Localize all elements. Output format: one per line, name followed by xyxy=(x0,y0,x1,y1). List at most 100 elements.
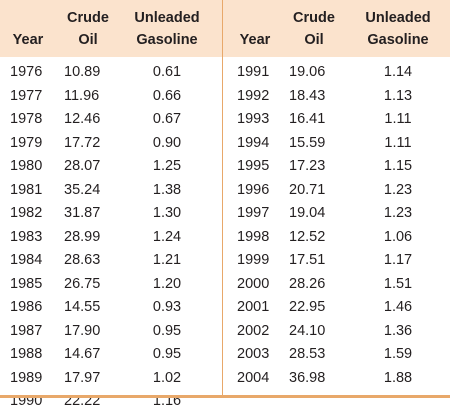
table-row: 1988 14.67 0.95 xyxy=(0,343,222,367)
cell-crude-oil: 28.26 xyxy=(289,275,326,292)
cell-unleaded-gasoline: 1.24 xyxy=(152,228,182,245)
header-crude-line2: Oil xyxy=(304,32,324,48)
cell-unleaded-gasoline: 1.13 xyxy=(383,87,413,104)
header-crude-line2: Oil xyxy=(78,32,98,48)
cell-unleaded-gasoline: 1.20 xyxy=(152,275,182,292)
cell-unleaded-gasoline: 1.23 xyxy=(383,181,413,198)
cell-year: 1995 xyxy=(237,158,270,174)
table-row: 1989 17.97 1.02 xyxy=(0,367,222,391)
cell-unleaded-gasoline: 1.17 xyxy=(383,252,413,268)
cell-crude-oil: 18.43 xyxy=(289,87,326,104)
cell-unleaded-gasoline: 0.67 xyxy=(152,111,182,127)
header-gasoline-line2: Gasoline xyxy=(136,32,198,48)
table-row: 1976 10.89 0.61 xyxy=(0,61,222,85)
cell-year: 1982 xyxy=(10,205,43,221)
cell-unleaded-gasoline: 1.21 xyxy=(152,252,182,268)
cell-unleaded-gasoline: 1.16 xyxy=(152,393,182,409)
cell-unleaded-gasoline: 1.06 xyxy=(383,228,413,245)
cell-unleaded-gasoline: 1.15 xyxy=(383,158,413,174)
cell-crude-oil: 28.63 xyxy=(64,252,101,268)
cell-year: 1992 xyxy=(237,87,270,104)
cell-crude-oil: 35.24 xyxy=(64,181,101,198)
table-row: 2001 22.95 1.46 xyxy=(223,296,450,320)
cell-year: 1990 xyxy=(10,393,43,409)
table-row: 1979 17.72 0.90 xyxy=(0,132,222,156)
cell-crude-oil: 17.97 xyxy=(64,369,101,386)
cell-crude-oil: 14.55 xyxy=(64,299,101,315)
cell-year: 1988 xyxy=(10,346,43,362)
table-right-half: Year Crude Oil Unleaded Gasoline 1991 19.… xyxy=(223,0,450,395)
table-row: 1982 31.87 1.30 xyxy=(0,202,222,226)
cell-year: 2001 xyxy=(237,299,270,315)
cell-year: 1980 xyxy=(10,158,43,174)
cell-unleaded-gasoline: 0.66 xyxy=(152,87,182,104)
cell-year: 1987 xyxy=(10,322,43,339)
table-row: 1996 20.71 1.23 xyxy=(223,179,450,203)
cell-crude-oil: 17.23 xyxy=(289,158,326,174)
cell-crude-oil: 16.41 xyxy=(289,111,326,127)
cell-unleaded-gasoline: 1.25 xyxy=(152,158,182,174)
table-row: 1981 35.24 1.38 xyxy=(0,179,222,203)
cell-year: 2000 xyxy=(237,275,270,292)
cell-year: 1999 xyxy=(237,252,270,268)
cell-crude-oil: 19.06 xyxy=(289,64,326,80)
table-row: 2003 28.53 1.59 xyxy=(223,343,450,367)
cell-year: 2003 xyxy=(237,346,270,362)
cell-crude-oil: 26.75 xyxy=(64,275,101,292)
column-divider xyxy=(222,0,223,395)
cell-crude-oil: 28.07 xyxy=(64,158,101,174)
table-row: 2004 36.98 1.88 xyxy=(223,367,450,391)
cell-crude-oil: 24.10 xyxy=(289,322,326,339)
cell-crude-oil: 10.89 xyxy=(64,64,101,80)
cell-crude-oil: 28.53 xyxy=(289,346,326,362)
table-body-left: 1976 10.89 0.61 1977 11.96 0.66 1978 12.46 0.67 1… xyxy=(0,57,222,414)
cell-unleaded-gasoline: 1.88 xyxy=(383,369,413,386)
table-row: 1977 11.96 0.66 xyxy=(0,85,222,109)
cell-crude-oil: 17.51 xyxy=(289,252,326,268)
cell-crude-oil: 22.22 xyxy=(64,393,101,409)
header-year: Year xyxy=(12,32,44,48)
cell-year: 1977 xyxy=(10,87,43,104)
cell-unleaded-gasoline: 1.11 xyxy=(384,134,412,151)
cell-crude-oil: 19.04 xyxy=(289,205,326,221)
cell-unleaded-gasoline: 1.46 xyxy=(383,299,413,315)
cell-crude-oil: 36.98 xyxy=(289,369,326,386)
table-row: 1997 19.04 1.23 xyxy=(223,202,450,226)
table-row: 1995 17.23 1.15 xyxy=(223,155,450,179)
table-row: 1992 18.43 1.13 xyxy=(223,85,450,109)
cell-year: 1985 xyxy=(10,275,43,292)
cell-unleaded-gasoline: 1.51 xyxy=(383,275,413,292)
table-row: 2000 28.26 1.51 xyxy=(223,273,450,297)
cell-unleaded-gasoline: 0.95 xyxy=(152,346,182,362)
table-header-right: Year Crude Oil Unleaded Gasoline xyxy=(223,0,450,57)
table-row: 2002 24.10 1.36 xyxy=(223,320,450,344)
table-left-half: Year Crude Oil Unleaded Gasoline 1976 10.… xyxy=(0,0,222,409)
table-bottom-rule xyxy=(0,395,450,398)
table-row: 1998 12.52 1.06 xyxy=(223,226,450,250)
cell-year: 1997 xyxy=(237,205,270,221)
header-crude-line1: Crude xyxy=(67,10,109,26)
cell-year: 2002 xyxy=(237,322,270,339)
header-crude-line1: Crude xyxy=(293,10,335,26)
cell-unleaded-gasoline: 1.02 xyxy=(152,369,182,386)
table-row: 1980 28.07 1.25 xyxy=(0,155,222,179)
cell-unleaded-gasoline: 1.59 xyxy=(383,346,413,362)
header-year: Year xyxy=(239,32,271,48)
cell-year: 1981 xyxy=(10,181,43,198)
cell-crude-oil: 12.46 xyxy=(64,111,101,127)
cell-crude-oil: 31.87 xyxy=(64,205,101,221)
cell-unleaded-gasoline: 1.11 xyxy=(384,111,412,127)
cell-year: 1976 xyxy=(10,64,43,80)
cell-crude-oil: 17.72 xyxy=(64,134,101,151)
cell-year: 1978 xyxy=(10,111,43,127)
cell-unleaded-gasoline: 1.14 xyxy=(383,64,413,80)
cell-unleaded-gasoline: 0.61 xyxy=(152,64,182,80)
header-gasoline-line1: Unleaded xyxy=(365,10,431,26)
cell-year: 1993 xyxy=(237,111,270,127)
cell-crude-oil: 22.95 xyxy=(289,299,326,315)
cell-year: 1998 xyxy=(237,228,270,245)
cell-year: 2004 xyxy=(237,369,270,386)
cell-year: 1979 xyxy=(10,134,43,151)
table-header-left: Year Crude Oil Unleaded Gasoline xyxy=(0,0,222,57)
